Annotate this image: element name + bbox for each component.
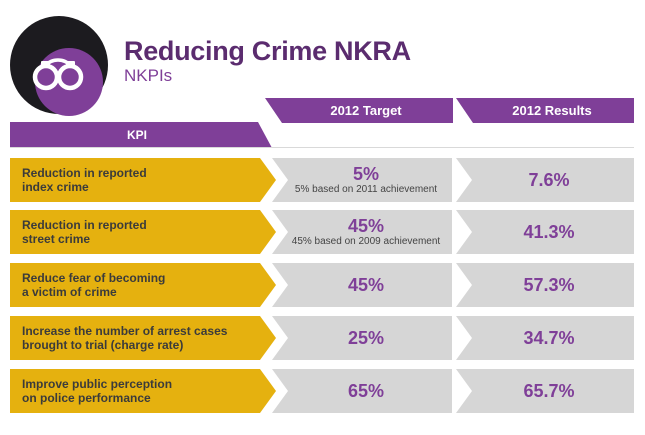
table-row: Reduce fear of becoming a victim of crim… [10,263,634,307]
page-title: Reducing Crime NKRA [124,36,411,66]
target-note: 45% based on 2009 achievement [291,236,441,247]
target-value: 65% [347,381,385,401]
column-header-target: 2012 Target [265,98,453,123]
kpi-cell: Improve public perception on police perf… [10,369,276,413]
result-cell: 65.7% [456,369,634,413]
table-row: Improve public perception on police perf… [10,369,634,413]
target-cell: 25% [272,316,452,360]
result-cell: 7.6% [456,158,634,202]
page-subtitle: NKPIs [124,66,173,85]
result-value: 57.3% [523,275,575,295]
kpi-cell: Reduction in reported index crime [10,158,276,202]
column-header-results: 2012 Results [456,98,634,123]
kpi-label: Reduction in reported street crime [22,218,147,246]
table-row: Reduction in reported index crime 5% 5% … [10,158,634,202]
target-value: 5% [352,164,379,184]
target-cell: 45% [272,263,452,307]
result-cell: 57.3% [456,263,634,307]
kpi-label: Improve public perception on police perf… [22,377,173,405]
kpi-cell: Reduction in reported street crime [10,210,276,254]
result-value: 41.3% [523,222,575,242]
target-note: 5% based on 2011 achievement [294,184,438,195]
target-value: 25% [347,328,385,348]
target-cell: 45% 45% based on 2009 achievement [272,210,452,254]
kpi-label: Increase the number of arrest cases brou… [22,324,228,352]
kpi-cell: Reduce fear of becoming a victim of crim… [10,263,276,307]
column-header-kpi: KPI [10,122,272,148]
kpi-cell: Increase the number of arrest cases brou… [10,316,276,360]
result-cell: 41.3% [456,210,634,254]
handcuffs-icon [32,58,84,91]
target-value: 45% [347,275,385,295]
header-divider [10,147,634,148]
result-value: 7.6% [528,170,570,190]
kpi-label: Reduction in reported index crime [22,166,147,194]
target-cell: 65% [272,369,452,413]
badge-inner-circle [35,48,103,116]
target-value: 45% [347,216,385,236]
result-value: 34.7% [523,328,575,348]
target-cell: 5% 5% based on 2011 achievement [272,158,452,202]
result-cell: 34.7% [456,316,634,360]
badge [10,16,108,116]
kpi-label: Reduce fear of becoming a victim of crim… [22,271,166,299]
result-value: 65.7% [523,381,575,401]
table-row: Increase the number of arrest cases brou… [10,316,634,360]
table-row: Reduction in reported street crime 45% 4… [10,210,634,254]
